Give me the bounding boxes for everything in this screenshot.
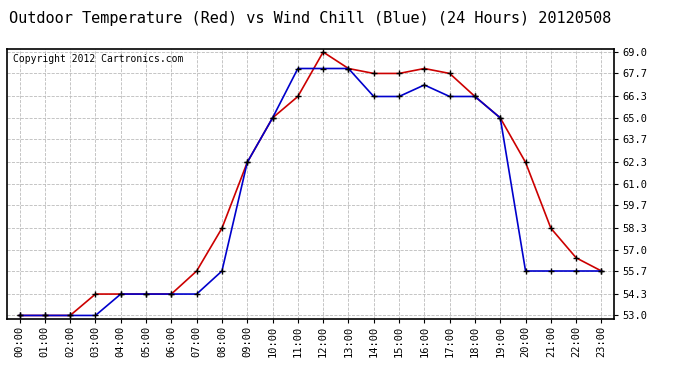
Text: Copyright 2012 Cartronics.com: Copyright 2012 Cartronics.com <box>13 54 184 64</box>
Text: Outdoor Temperature (Red) vs Wind Chill (Blue) (24 Hours) 20120508: Outdoor Temperature (Red) vs Wind Chill … <box>10 11 611 26</box>
